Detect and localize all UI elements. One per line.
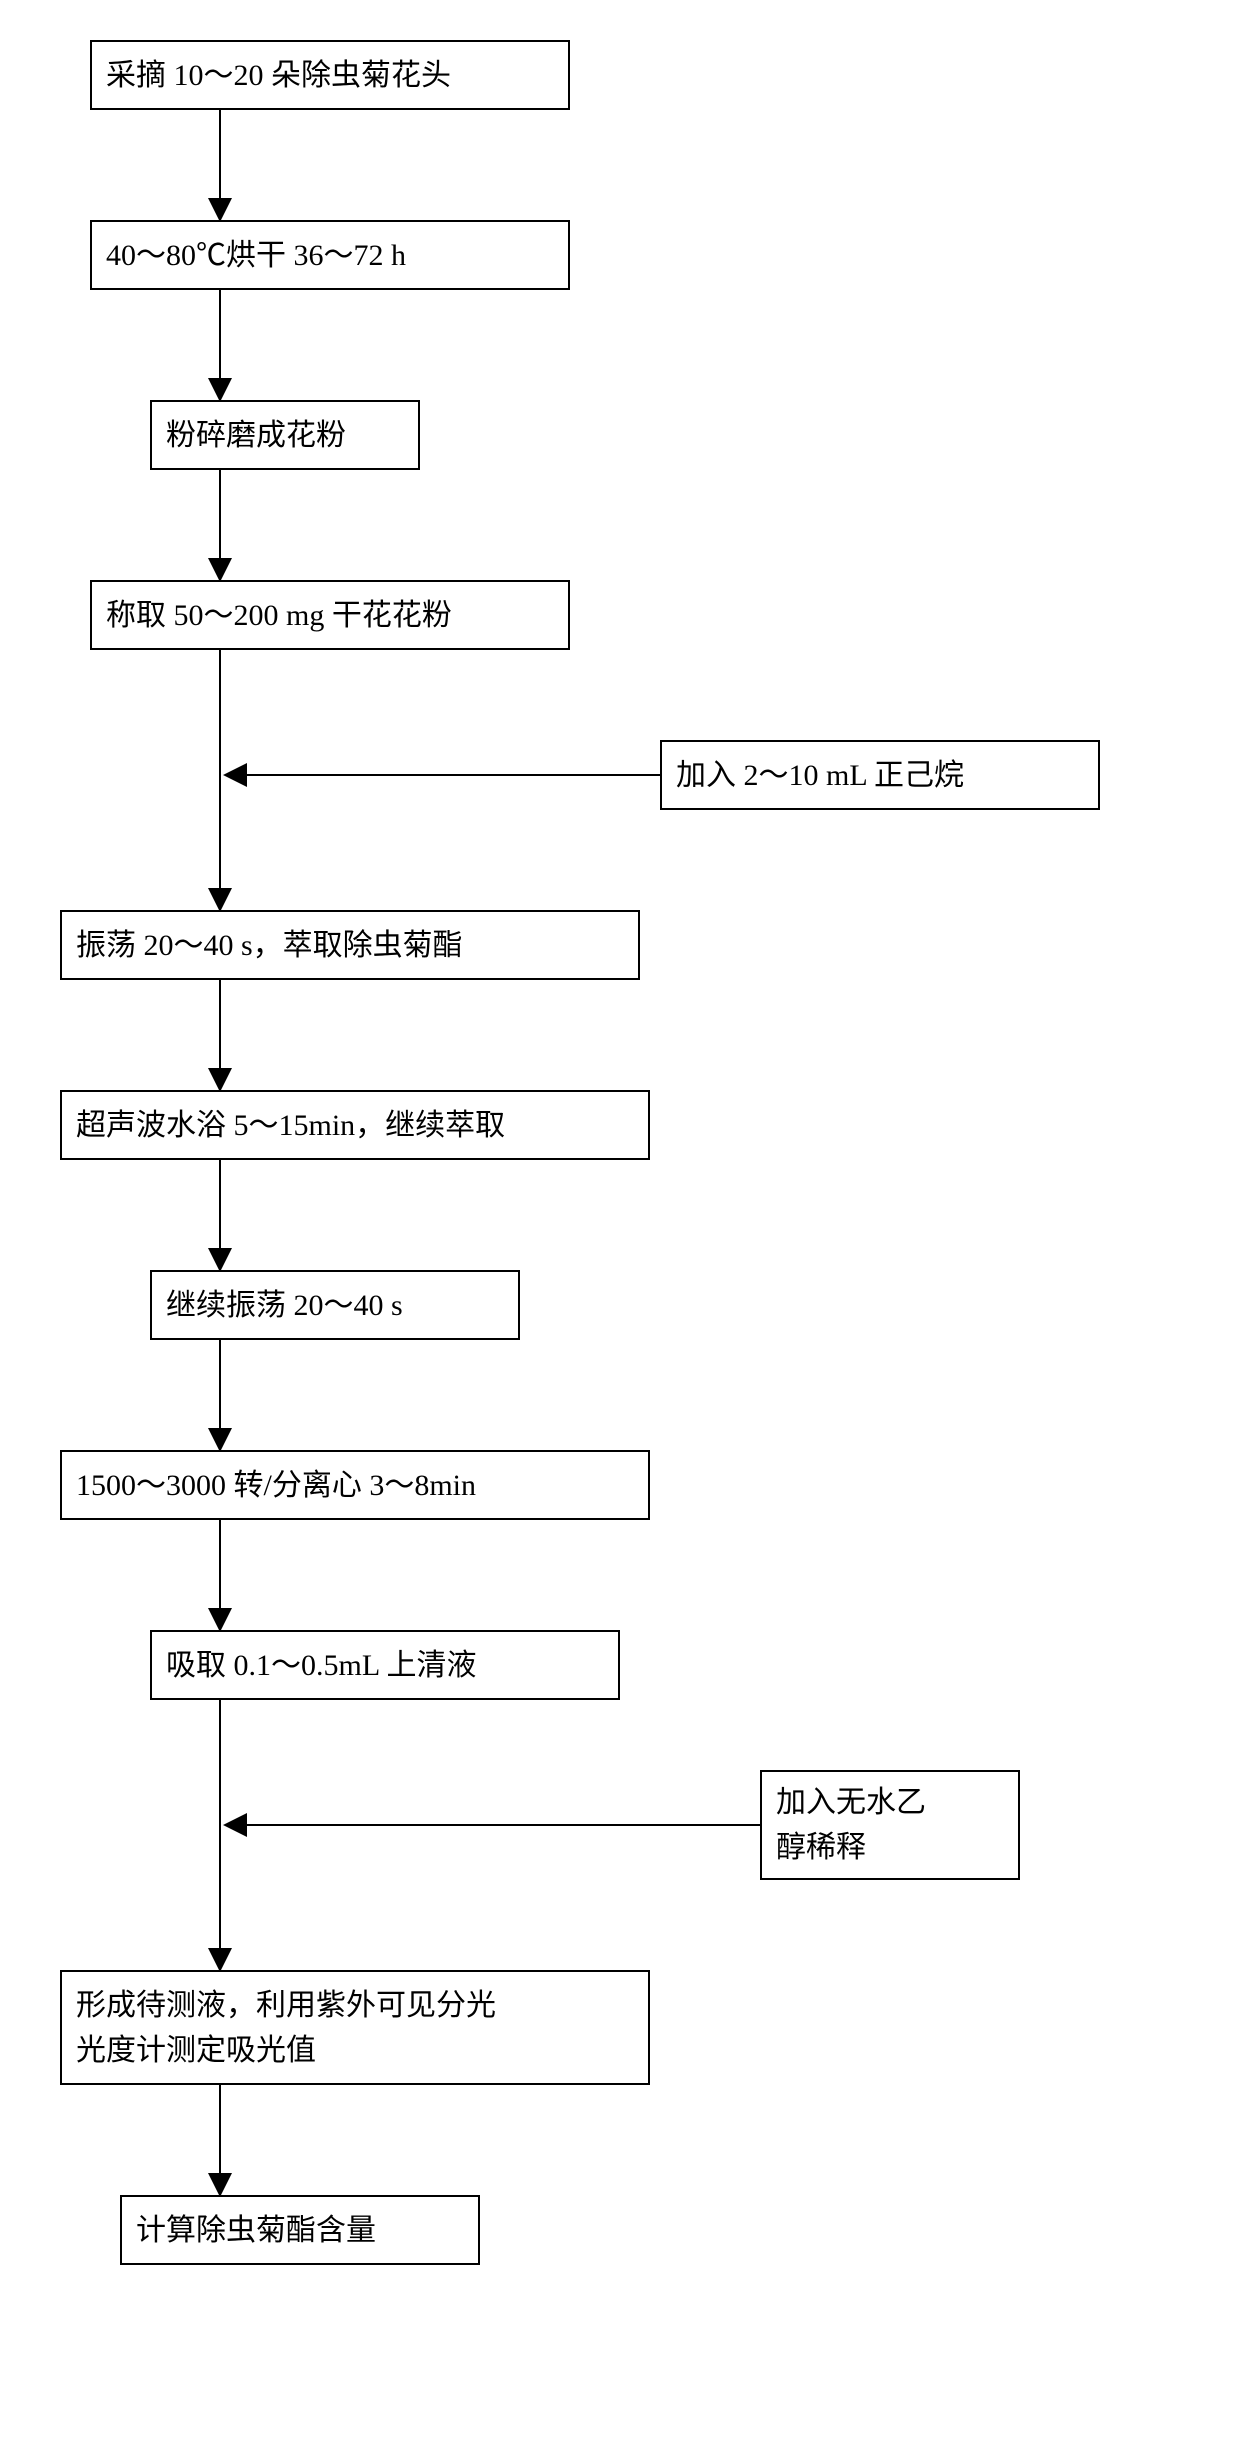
flowchart-container: 采摘 10～20 朵除虫菊花头 40～80℃烘干 36～72 h 粉碎磨成花粉称取 … [60, 40, 1180, 2420]
node-n8: 1500～3000 转/分离心 3～8min [60, 1450, 650, 1520]
node-n6: 超声波水浴 5～15min，继续萃取 [60, 1090, 650, 1160]
node-n2: 40～80℃烘干 36～72 h [90, 220, 570, 290]
node-n1: 采摘 10～20 朵除虫菊花头 [90, 40, 570, 110]
node-n9: 吸取 0.1～0.5mL 上清液 [150, 1630, 620, 1700]
node-n11: 计算除虫菊酯含量 [120, 2195, 480, 2265]
node-n3: 粉碎磨成花粉 [150, 400, 420, 470]
node-n10: 形成待测液，利用紫外可见分光 光度计测定吸光值 [60, 1970, 650, 2085]
node-s1: 加入 2～10 mL 正己烷 [660, 740, 1100, 810]
node-n4: 称取 50～200 mg 干花花粉 [90, 580, 570, 650]
node-n7: 继续振荡 20～40 s [150, 1270, 520, 1340]
node-s2: 加入无水乙 醇稀释 [760, 1770, 1020, 1880]
node-n5: 振荡 20～40 s，萃取除虫菊酯 [60, 910, 640, 980]
